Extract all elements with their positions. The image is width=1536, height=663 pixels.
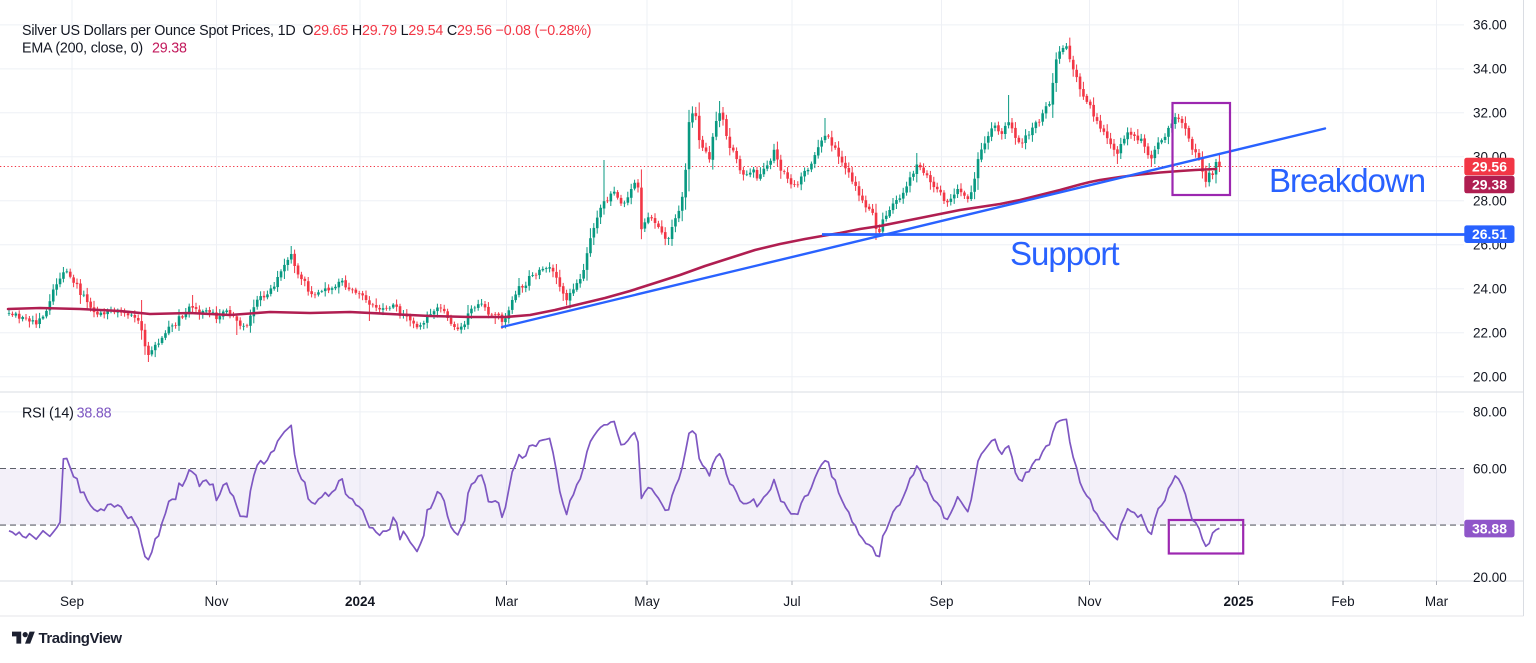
svg-text:80.00: 80.00 (1473, 405, 1507, 420)
svg-text:Mar: Mar (1425, 594, 1449, 609)
svg-text:24.00: 24.00 (1473, 282, 1507, 297)
svg-text:Sep: Sep (60, 594, 84, 609)
svg-text:20.00: 20.00 (1473, 370, 1507, 385)
svg-text:2024: 2024 (345, 594, 376, 609)
svg-text:Feb: Feb (1331, 594, 1354, 609)
svg-text:Support: Support (1010, 235, 1119, 272)
svg-text:26.51: 26.51 (1472, 226, 1507, 242)
svg-text:Breakdown: Breakdown (1269, 162, 1425, 199)
svg-text:60.00: 60.00 (1473, 461, 1507, 476)
svg-text:Silver US Dollars per Ounce Sp: Silver US Dollars per Ounce Spot Prices,… (22, 23, 591, 39)
svg-text:34.00: 34.00 (1473, 62, 1507, 77)
svg-text:Sep: Sep (929, 594, 953, 609)
svg-text:29.38: 29.38 (1472, 176, 1507, 192)
svg-text:TradingView: TradingView (39, 630, 123, 647)
svg-text:Nov: Nov (204, 594, 228, 609)
svg-text:28.00: 28.00 (1473, 194, 1507, 209)
svg-text:RSI (14)38.88: RSI (14) 38.88 (22, 406, 112, 422)
svg-text:Jul: Jul (783, 594, 800, 609)
svg-text:Mar: Mar (495, 594, 519, 609)
svg-text:EMA (200, close, 0)29.38: EMA (200, close, 0) 29.38 (22, 41, 187, 57)
svg-text:36.00: 36.00 (1473, 18, 1507, 33)
svg-text:Nov: Nov (1077, 594, 1101, 609)
svg-text:38.88: 38.88 (1472, 520, 1507, 536)
svg-text:22.00: 22.00 (1473, 326, 1507, 341)
svg-text:2025: 2025 (1223, 594, 1254, 609)
svg-text:29.56: 29.56 (1472, 158, 1507, 174)
svg-text:20.00: 20.00 (1473, 570, 1507, 585)
svg-text:May: May (634, 594, 660, 609)
svg-text:32.00: 32.00 (1473, 106, 1507, 121)
